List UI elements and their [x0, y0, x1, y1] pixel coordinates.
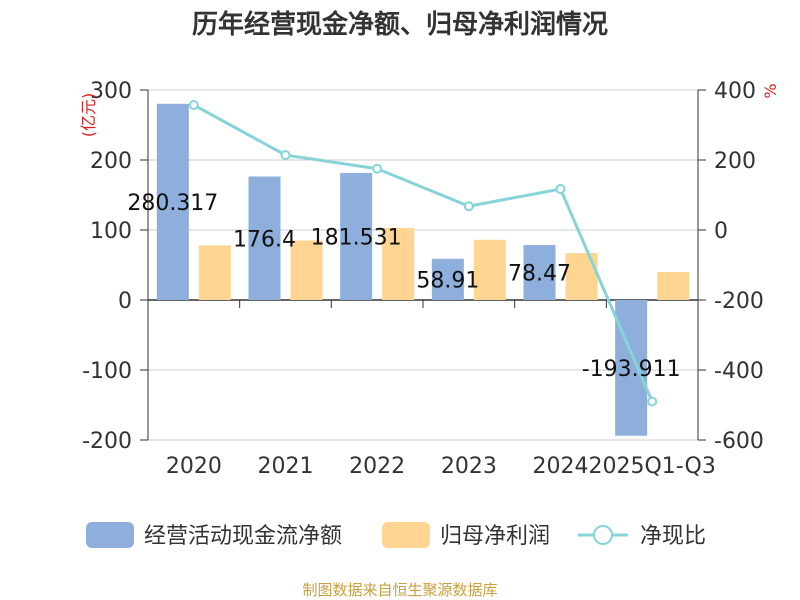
y-left-tick-label: 200 — [90, 149, 132, 174]
y-left-unit: (亿元) — [79, 93, 98, 138]
source-note: 制图数据来自恒生聚源数据库 — [302, 581, 497, 599]
cashflow-data-label: -193.911 — [582, 357, 681, 382]
net-cash-ratio-point — [188, 100, 199, 111]
chart-title: 历年经营现金净额、归母净利润情况 — [192, 9, 608, 40]
cashflow-data-label: 176.4 — [233, 227, 296, 252]
cashflow-data-label: 58.91 — [416, 268, 479, 293]
axes: 3002001000-100-2004002000-200-400-600202… — [79, 79, 780, 479]
y-left-tick-label: -200 — [82, 429, 132, 454]
y-left-tick-label: 0 — [118, 289, 132, 314]
cashflow-data-label: 181.531 — [311, 225, 402, 250]
bar-series — [156, 103, 690, 436]
net-cash-ratio-point — [555, 184, 566, 195]
net-cash-ratio-point — [647, 396, 658, 407]
net-profit-bar — [473, 239, 506, 300]
y-right-tick-label: -200 — [714, 289, 764, 314]
x-tick-label: 2024 — [533, 454, 589, 479]
y-right-tick-label: 400 — [714, 79, 756, 104]
legend-swatch-ratio-marker — [593, 525, 613, 545]
x-tick-label: 2021 — [258, 454, 314, 479]
y-left-tick-label: -100 — [82, 359, 132, 384]
x-tick-label: 2023 — [441, 454, 497, 479]
net-profit-bar — [290, 240, 323, 300]
cashflow-bar — [615, 300, 648, 436]
cashflow-bar — [156, 103, 189, 300]
cashflow-bar — [340, 172, 373, 300]
line-series — [188, 100, 658, 407]
cashflow-bar — [248, 176, 281, 300]
net-cash-ratio-point — [280, 150, 291, 161]
data-labels: 280.317 176.4 181.531 58.91 78.47 -193.911 — [127, 191, 680, 382]
y-right-tick-label: -600 — [714, 429, 764, 454]
cashflow-data-label: 78.47 — [508, 262, 571, 287]
cashflow-bar — [431, 258, 464, 300]
x-tick-label: 2022 — [349, 454, 405, 479]
net-cash-ratio-line — [193, 103, 654, 403]
legend-label-cashflow: 经营活动现金流净额 — [144, 524, 342, 549]
legend-swatch-cashflow — [86, 522, 134, 548]
legend-label-ratio: 净现比 — [640, 524, 706, 549]
cashflow-data-label: 280.317 — [127, 191, 218, 216]
net-cash-ratio-point — [372, 163, 383, 174]
y-right-tick-label: 200 — [714, 149, 756, 174]
x-tick-label: 2020 — [166, 454, 222, 479]
y-right-tick-label: 0 — [714, 219, 728, 244]
cashflow-bar — [523, 245, 556, 300]
y-right-unit: % — [761, 83, 780, 98]
y-left-tick-label: 100 — [90, 219, 132, 244]
net-cash-ratio-point — [463, 201, 474, 212]
legend: 经营活动现金流净额 归母净利润 净现比 — [86, 522, 706, 549]
legend-label-net-profit: 归母净利润 — [440, 524, 550, 549]
net-profit-bar — [382, 227, 415, 300]
net-profit-bar — [657, 272, 690, 300]
y-left-tick-label: 300 — [90, 79, 132, 104]
net-profit-bar — [198, 245, 231, 300]
legend-swatch-net-profit — [382, 522, 430, 548]
y-right-tick-label: -400 — [714, 359, 764, 384]
x-tick-label: 2025Q1-Q3 — [588, 454, 715, 479]
